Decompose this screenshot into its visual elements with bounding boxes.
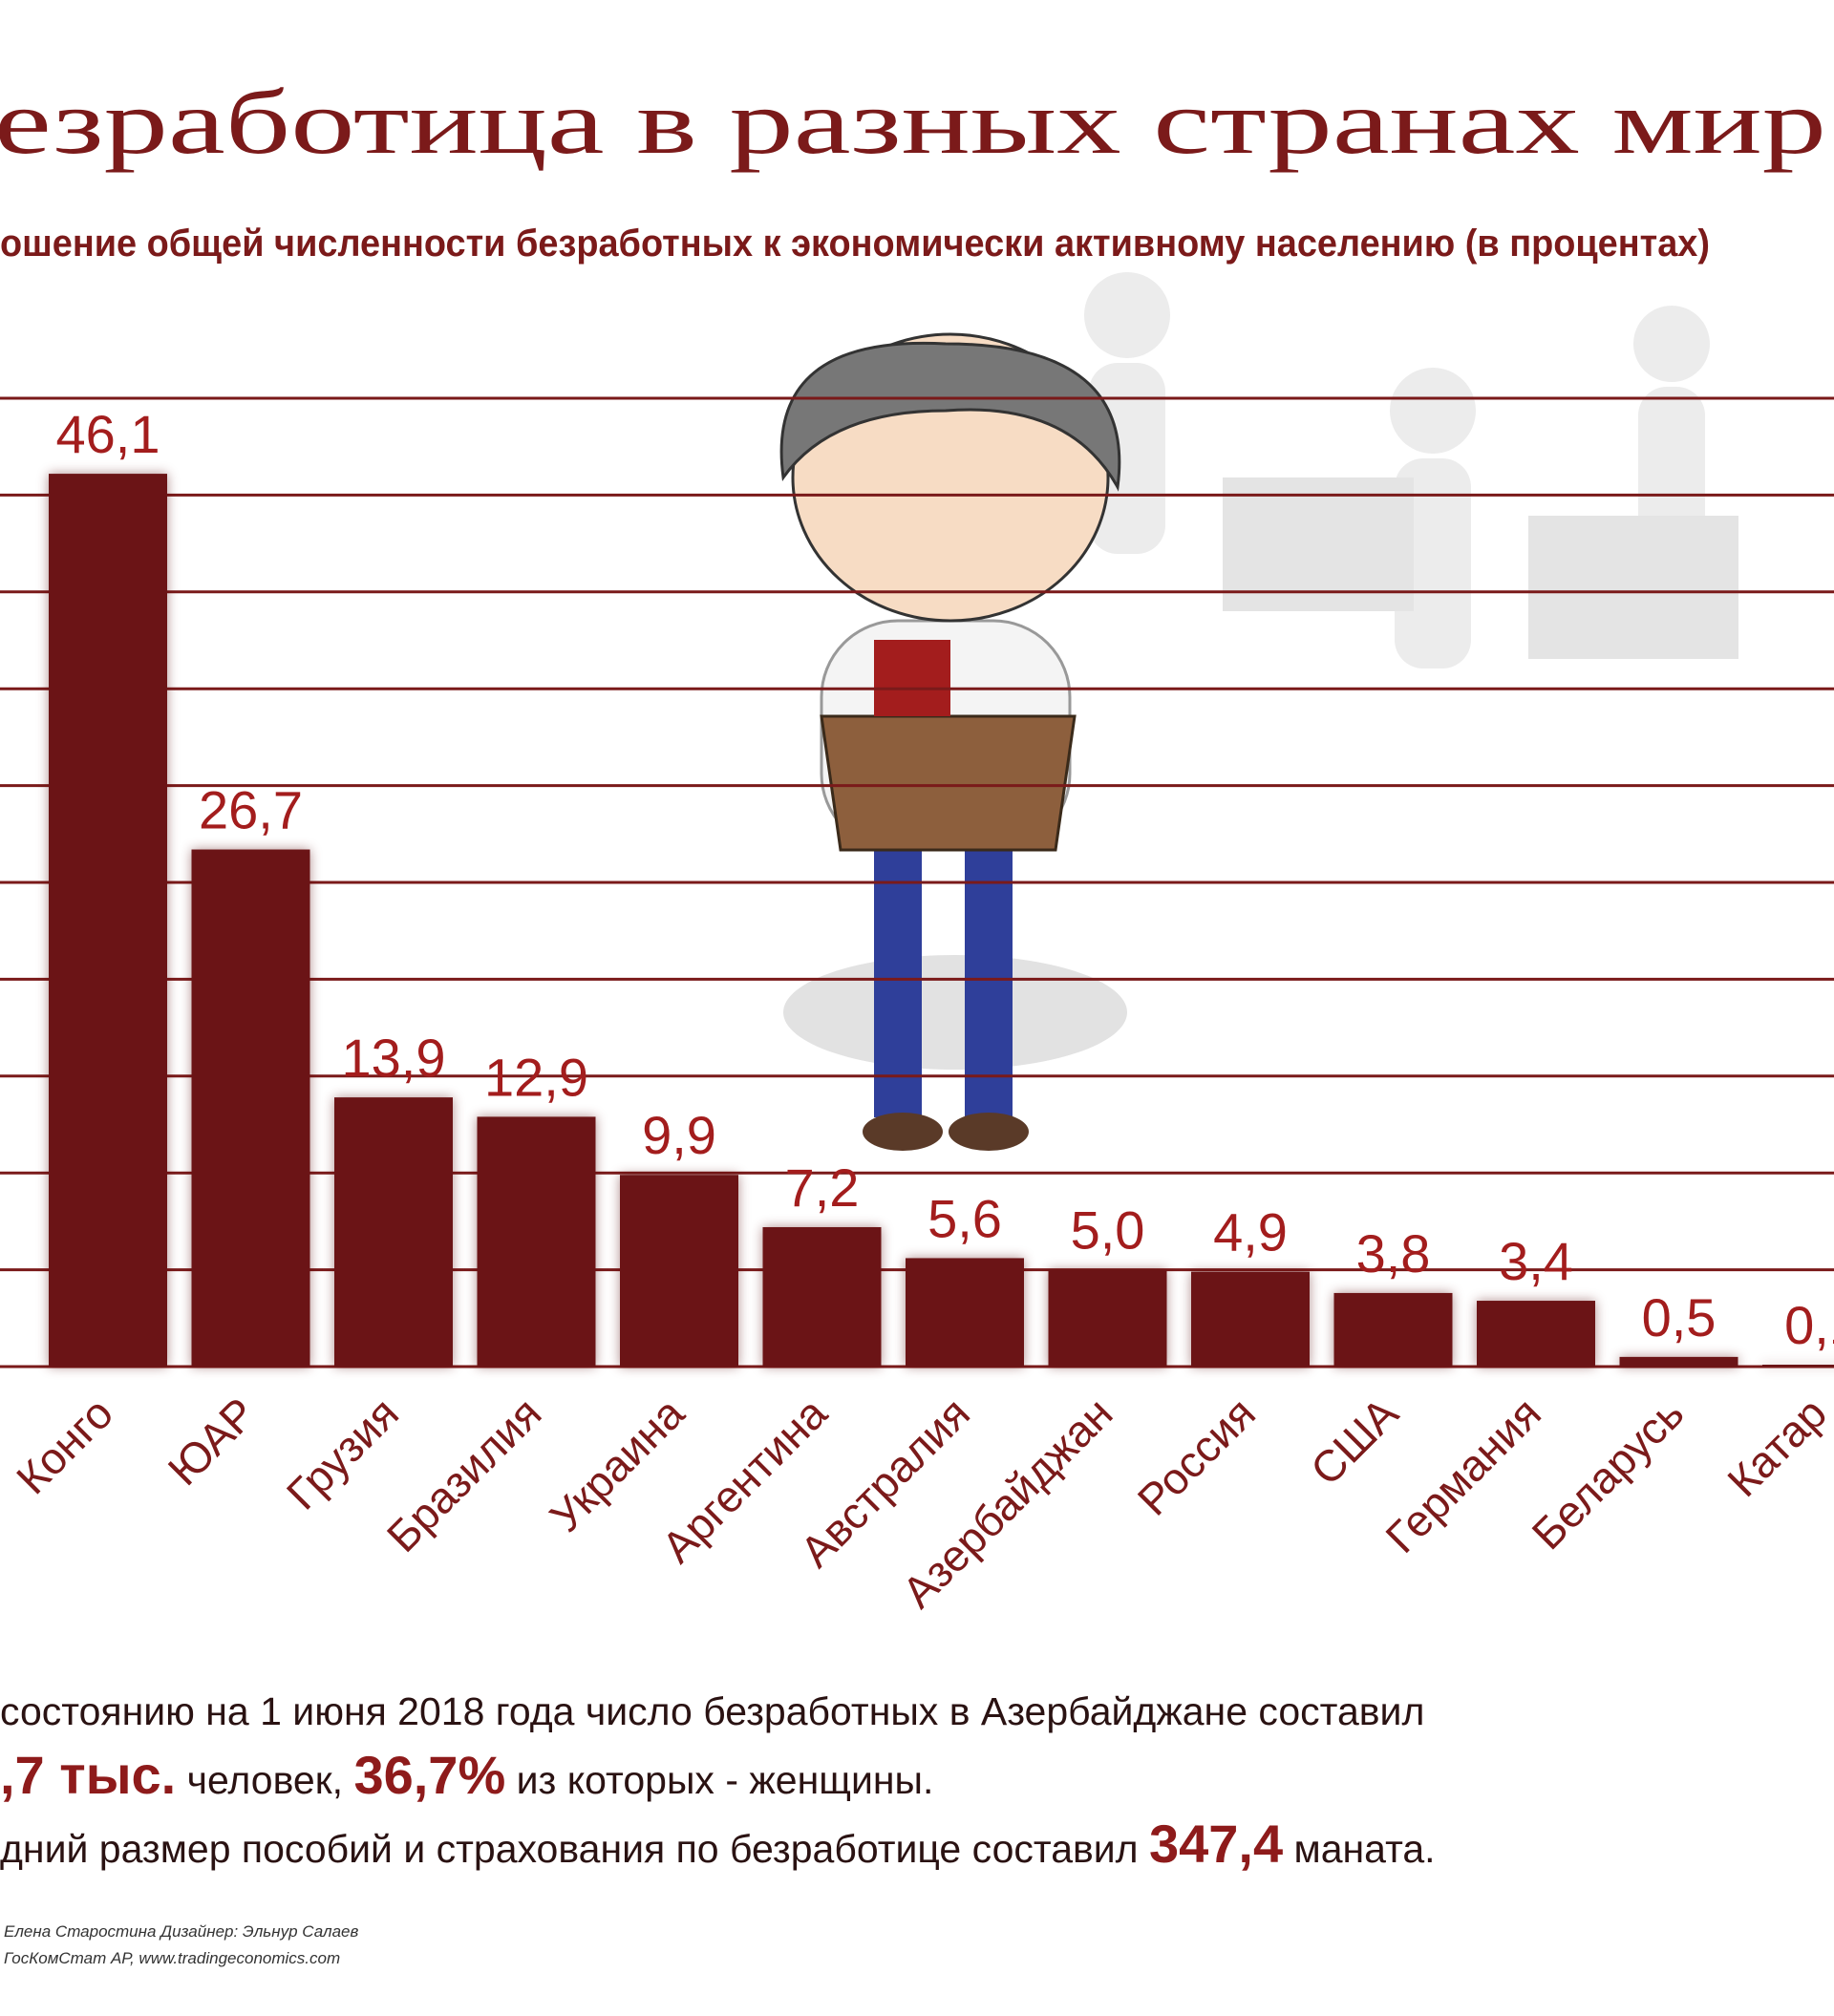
illustration-man (779, 332, 1127, 1151)
value-label: 9,9 (642, 1105, 716, 1165)
bar (1619, 1356, 1738, 1367)
credit: Елена Старостина Дизайнер: Эльнур Салаев (4, 1922, 359, 1941)
value-label: 0,1 (1784, 1295, 1834, 1355)
x-tick-label: Беларусь (1523, 1388, 1694, 1559)
value-label: 3,4 (1499, 1231, 1573, 1291)
highlight: 36,7% (353, 1745, 505, 1805)
note-line: дний размер пособий и страхования по без… (0, 1814, 1436, 1874)
x-tick-label: Германия (1376, 1388, 1550, 1562)
bar (334, 1097, 453, 1367)
bar (49, 474, 167, 1367)
chart-title: езработица в разных странах мир (0, 71, 1826, 173)
value-label: 5,0 (1071, 1200, 1145, 1261)
bar (1762, 1364, 1834, 1367)
note-text: маната. (1283, 1827, 1435, 1871)
bar (1333, 1292, 1453, 1367)
note-text: человек, (176, 1758, 353, 1802)
value-label: 26,7 (199, 780, 303, 840)
bar (906, 1258, 1024, 1367)
x-tick-label: ЮАР (159, 1388, 266, 1495)
value-label: 13,9 (342, 1028, 446, 1088)
value-label: 4,9 (1213, 1202, 1288, 1263)
bar (1048, 1269, 1167, 1367)
x-tick-label: Бразилия (377, 1388, 551, 1561)
bar (1191, 1271, 1310, 1367)
value-label: 7,2 (785, 1157, 860, 1218)
credit: ГосКомСтат АР, www.tradingeconomics.com (4, 1949, 340, 1967)
value-label: 12,9 (484, 1047, 588, 1107)
value-label: 0,5 (1642, 1287, 1717, 1348)
x-tick-label: Конго (7, 1388, 122, 1503)
x-tick-label: Грузия (277, 1388, 408, 1518)
bar (477, 1116, 596, 1367)
note-line: состоянию на 1 июня 2018 года число безр… (0, 1689, 1424, 1733)
bar (620, 1175, 738, 1367)
value-label: 46,1 (56, 404, 160, 464)
highlight: 347,4 (1149, 1814, 1283, 1874)
x-tick-label: Катар (1717, 1388, 1834, 1506)
value-label: 5,6 (928, 1188, 1002, 1248)
chart-subtitle: ошение общей численности безработных к э… (0, 223, 1710, 265)
background-people (1084, 272, 1738, 668)
highlight: ,7 тыс. (0, 1745, 176, 1805)
x-tick-label: Россия (1128, 1388, 1265, 1524)
note-text: из которых - женщины. (505, 1758, 933, 1802)
note-text: дний размер пособий и страхования по без… (0, 1827, 1149, 1871)
bar (1477, 1301, 1595, 1367)
x-tick-label: США (1301, 1388, 1408, 1495)
value-label: 3,8 (1356, 1223, 1431, 1284)
bar (191, 849, 310, 1367)
note-line: ,7 тыс. человек, 36,7% из которых - женщ… (0, 1745, 933, 1805)
bar (762, 1226, 882, 1367)
